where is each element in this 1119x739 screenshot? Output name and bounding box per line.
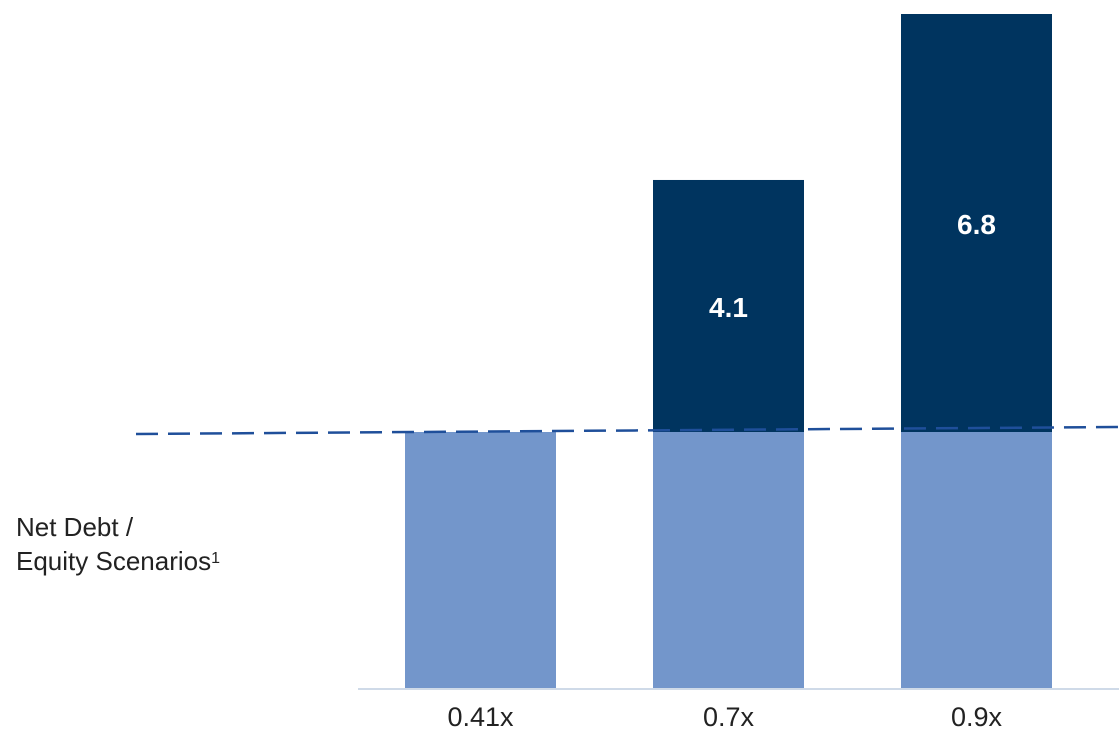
labels-layer: 0.41x 4.1 0.7x 6.8 0.9x — [447, 209, 1002, 732]
footnote-marker: 1 — [211, 550, 221, 567]
category-label-2: 0.7x — [703, 702, 755, 732]
side-label-line2: Equity Scenarios1 — [16, 544, 220, 578]
category-label-3: 0.9x — [951, 702, 1003, 732]
bar-base-1 — [405, 432, 556, 688]
bar-base-2 — [653, 432, 804, 688]
category-label-1: 0.41x — [447, 702, 514, 732]
side-label: Net Debt / Equity Scenarios1 — [16, 510, 220, 578]
data-label-2: 4.1 — [709, 292, 748, 323]
data-label-3: 6.8 — [957, 209, 996, 240]
bar-incremental-3 — [901, 14, 1052, 432]
reference-dashed-line — [135, 425, 1119, 436]
bars-layer — [405, 14, 1052, 688]
bar-incremental-2 — [653, 179, 804, 432]
side-label-line2-text: Equity Scenarios — [16, 546, 212, 576]
side-label-line1: Net Debt / — [16, 512, 134, 542]
bar-base-3 — [901, 432, 1052, 688]
